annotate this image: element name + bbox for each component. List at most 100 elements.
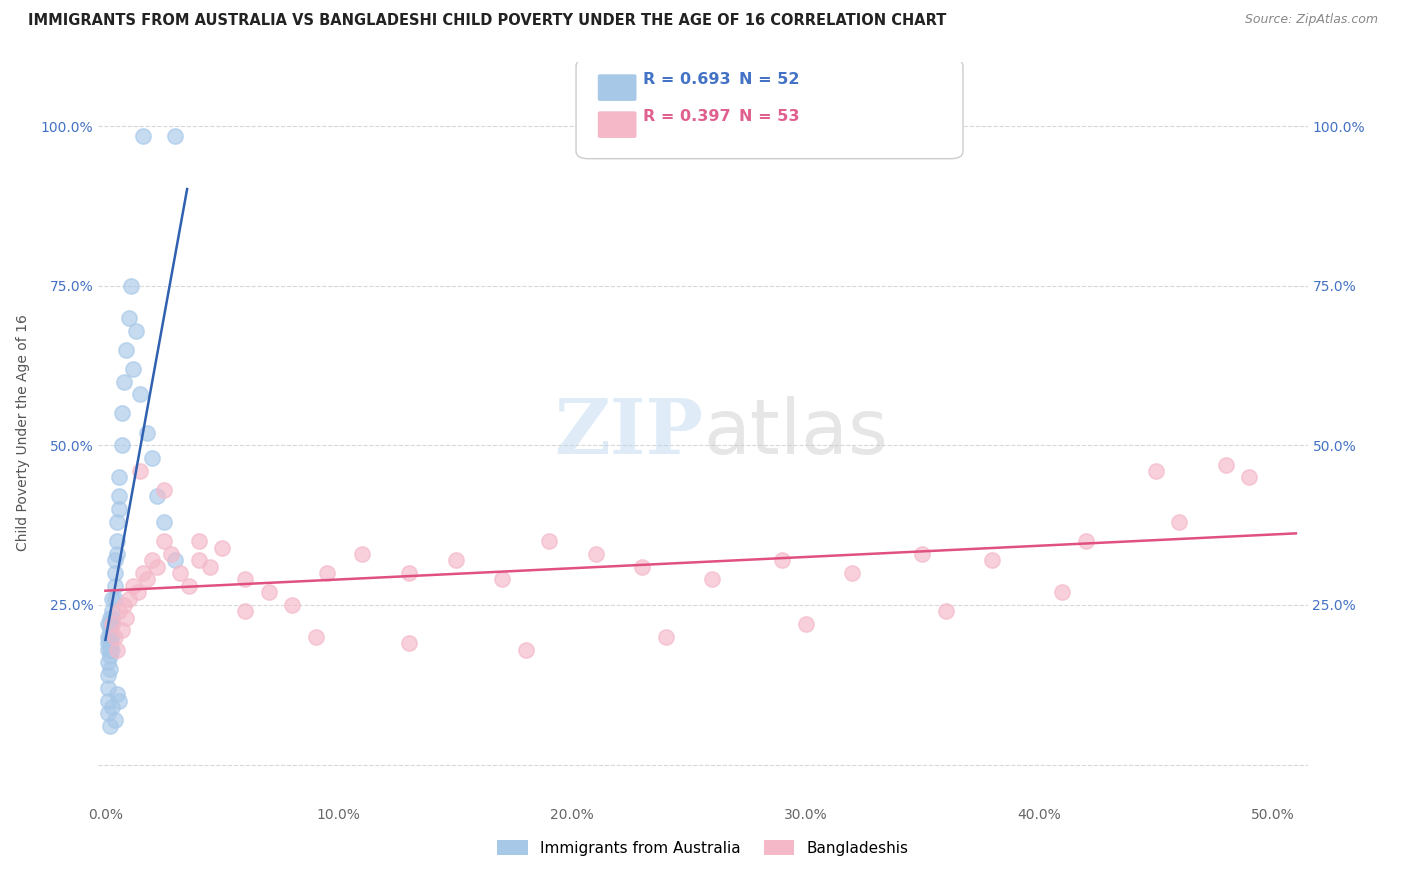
Point <box>115 610 138 624</box>
Point <box>98 642 121 657</box>
Point <box>104 579 127 593</box>
Point <box>104 713 127 727</box>
Point <box>794 617 817 632</box>
Point <box>101 617 124 632</box>
Point <box>97 694 120 708</box>
Text: atlas: atlas <box>703 396 887 469</box>
Point <box>304 630 326 644</box>
Point <box>104 553 127 567</box>
Point <box>187 534 209 549</box>
Point <box>981 553 1004 567</box>
Point <box>132 128 155 143</box>
Point <box>537 534 560 549</box>
Point <box>165 553 187 567</box>
FancyBboxPatch shape <box>598 74 637 101</box>
Point <box>1168 515 1191 529</box>
Point <box>1237 470 1260 484</box>
Point <box>125 324 148 338</box>
Point <box>104 591 127 606</box>
Text: IMMIGRANTS FROM AUSTRALIA VS BANGLADESHI CHILD POVERTY UNDER THE AGE OF 16 CORRE: IMMIGRANTS FROM AUSTRALIA VS BANGLADESHI… <box>28 13 946 29</box>
Point <box>911 547 934 561</box>
Point <box>98 636 121 650</box>
Point <box>105 547 128 561</box>
Point <box>112 375 135 389</box>
Text: R = 0.693: R = 0.693 <box>643 72 730 87</box>
Point <box>152 534 174 549</box>
Point <box>98 648 121 663</box>
Point <box>108 694 131 708</box>
Point <box>108 604 131 618</box>
Point <box>105 642 128 657</box>
Point <box>398 566 420 580</box>
Point <box>104 566 127 580</box>
Point <box>152 515 174 529</box>
Point <box>631 559 654 574</box>
Point <box>585 547 607 561</box>
Point <box>97 617 120 632</box>
Point <box>935 604 957 618</box>
Text: N = 53: N = 53 <box>740 109 800 124</box>
Point <box>169 566 191 580</box>
Point <box>515 642 537 657</box>
Point <box>159 547 181 561</box>
Point <box>211 541 233 555</box>
Point <box>111 624 134 638</box>
Point <box>97 642 120 657</box>
Point <box>352 547 374 561</box>
Point <box>111 438 134 452</box>
Point <box>101 604 124 618</box>
Point <box>120 278 142 293</box>
Point <box>118 591 141 606</box>
Point <box>98 624 121 638</box>
Point <box>122 361 145 376</box>
Point <box>1215 458 1237 472</box>
Point <box>136 425 159 440</box>
Point <box>129 464 152 478</box>
Point <box>98 617 121 632</box>
Point <box>97 630 120 644</box>
Point <box>146 490 169 504</box>
Point <box>105 515 128 529</box>
Point <box>235 604 257 618</box>
Text: N = 52: N = 52 <box>740 72 800 87</box>
Point <box>129 387 152 401</box>
Point <box>104 630 127 644</box>
Point <box>491 573 513 587</box>
Point <box>118 310 141 325</box>
Point <box>97 656 120 670</box>
Point <box>179 579 201 593</box>
Point <box>200 559 222 574</box>
Text: ZIP: ZIP <box>554 396 703 469</box>
Point <box>841 566 863 580</box>
Point <box>1144 464 1167 478</box>
Point <box>97 681 120 695</box>
Point <box>101 610 124 624</box>
Point <box>97 636 120 650</box>
Point <box>187 553 209 567</box>
Point <box>165 128 187 143</box>
Point <box>141 451 163 466</box>
Point <box>444 553 467 567</box>
Point <box>111 407 134 421</box>
Point <box>122 579 145 593</box>
Point <box>1074 534 1097 549</box>
Point <box>127 585 149 599</box>
Point <box>235 573 257 587</box>
Point <box>97 668 120 682</box>
Text: R = 0.397: R = 0.397 <box>643 109 730 124</box>
Point <box>98 630 121 644</box>
Point <box>97 706 120 721</box>
Point <box>398 636 420 650</box>
Point <box>108 502 131 516</box>
Point <box>98 662 121 676</box>
Point <box>108 470 131 484</box>
Point <box>101 630 124 644</box>
Point <box>112 598 135 612</box>
Point <box>101 642 124 657</box>
Point <box>141 553 163 567</box>
Point <box>132 566 155 580</box>
Point <box>146 559 169 574</box>
Legend: Immigrants from Australia, Bangladeshis: Immigrants from Australia, Bangladeshis <box>491 834 915 862</box>
Point <box>770 553 793 567</box>
Point <box>115 343 138 357</box>
